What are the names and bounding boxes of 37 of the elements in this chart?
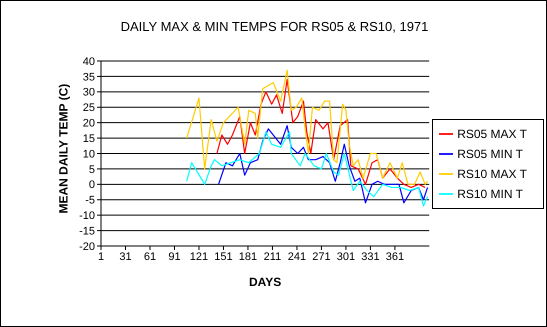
x-axis-title: DAYS <box>248 275 282 289</box>
x-tick-label: 301 <box>336 250 356 263</box>
y-tick-label: 20 <box>82 118 95 130</box>
legend-label: RS10 MAX T <box>457 166 527 180</box>
chart-title: DAILY MAX & MIN TEMPS FOR RS05 & RS10, 1971 <box>120 19 430 34</box>
y-tick-label: -5 <box>85 194 95 207</box>
y-tick-label: 5 <box>88 164 95 176</box>
x-tick-label: 151 <box>214 250 233 263</box>
y-tick-label: 40 <box>82 56 95 68</box>
x-tick-label: 211 <box>264 250 282 263</box>
line-series <box>186 131 428 207</box>
legend-label: RS05 MIN T <box>457 146 523 160</box>
y-tick-label: 30 <box>82 86 95 99</box>
line-series <box>216 78 426 188</box>
y-tick-label: 0 <box>88 179 95 192</box>
line-series <box>218 125 428 204</box>
y-axis-title: MEAN DAILY TEMP (C) <box>56 84 70 214</box>
x-tick-label: 61 <box>144 250 156 263</box>
x-tick-label: 31 <box>119 250 132 263</box>
legend-label: RS05 MAX T <box>457 126 527 140</box>
x-tick-label: 1 <box>98 250 104 263</box>
y-tick-label: 35 <box>82 71 95 84</box>
x-tick-label: 271 <box>312 250 331 263</box>
x-tick-label: 331 <box>361 250 380 263</box>
y-tick-label: -20 <box>79 240 95 253</box>
x-tick-label: 181 <box>238 250 258 263</box>
x-tick-label: 241 <box>288 250 306 263</box>
y-tick-label: -15 <box>79 225 95 238</box>
line-series <box>186 70 428 185</box>
legend-label: RS10 MIN T <box>457 186 523 200</box>
y-tick-label: 15 <box>82 132 95 145</box>
x-tick-label: 121 <box>190 250 208 263</box>
y-tick-label: 25 <box>82 102 95 114</box>
y-tick-label: 10 <box>82 148 95 160</box>
x-tick-label: 91 <box>168 250 181 263</box>
y-tick-label: -10 <box>79 210 95 222</box>
x-tick-label: 361 <box>386 250 404 263</box>
